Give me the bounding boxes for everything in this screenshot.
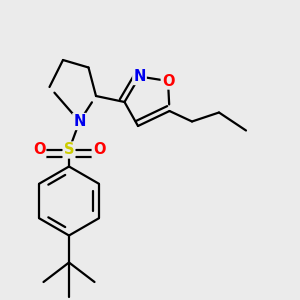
Text: N: N xyxy=(73,114,86,129)
Text: O: O xyxy=(93,142,105,158)
Text: O: O xyxy=(33,142,45,158)
Text: N: N xyxy=(133,69,146,84)
Text: S: S xyxy=(64,142,74,158)
Text: O: O xyxy=(162,74,174,88)
